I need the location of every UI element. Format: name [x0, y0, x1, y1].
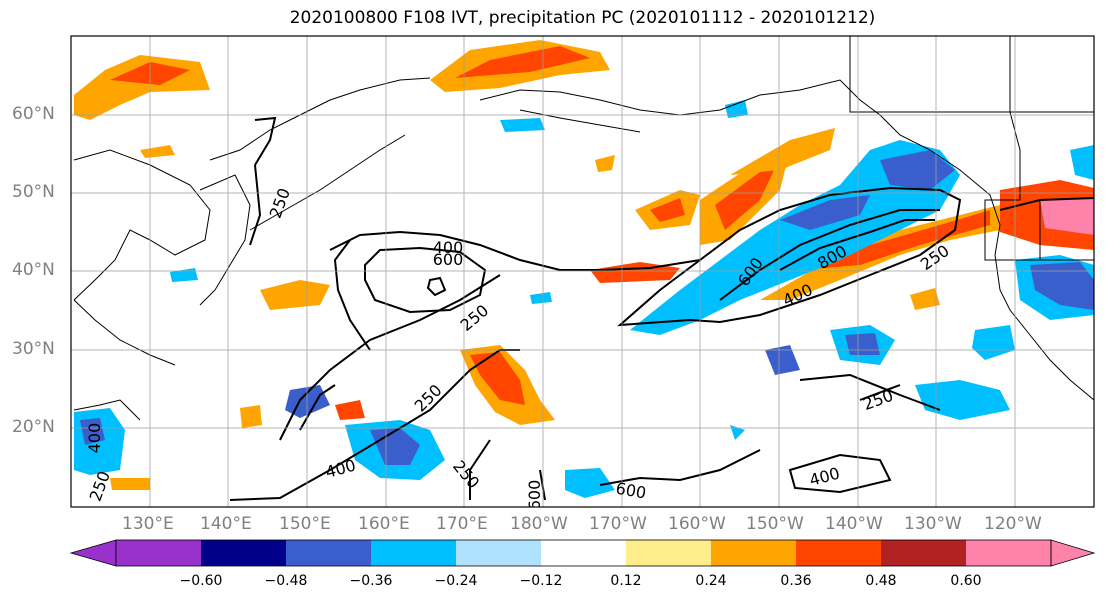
lon-label: 130°E: [122, 514, 174, 534]
colorbar-swatch: [371, 540, 456, 566]
lon-label: 140°W: [825, 514, 883, 534]
contour-label: 600: [433, 250, 464, 269]
colorbar-swatch: [201, 540, 286, 566]
colorbar-tick: 0.36: [780, 573, 812, 589]
lat-label: 40°N: [12, 260, 55, 280]
lat-label: 30°N: [12, 339, 55, 359]
colorbar-swatch: [286, 540, 371, 566]
map-frame: [70, 35, 1095, 508]
colorbar-tick: 0.48: [865, 573, 897, 589]
colorbar: [69, 539, 1096, 567]
contour-label: 600: [614, 479, 647, 503]
contour-label: 400: [85, 423, 104, 454]
contour-label: 250: [457, 301, 493, 335]
colorbar-tick: −0.60: [179, 573, 223, 589]
colorbar-tick: −0.36: [349, 573, 393, 589]
contour-label: 250: [449, 457, 483, 493]
colorbar-tick: −0.24: [434, 573, 478, 589]
lat-label: 60°N: [12, 104, 55, 124]
lat-label: 20°N: [12, 417, 55, 437]
lon-label: 130°W: [904, 514, 962, 534]
map-title: 2020100800 F108 IVT, precipitation PC (2…: [289, 8, 876, 28]
colorbar-tick: 0.12: [610, 573, 642, 589]
lon-label: 150°E: [279, 514, 331, 534]
precip-shading: [74, 40, 1094, 498]
map-content: 400 600 250 250 250 600 800 400 250 250 …: [71, 36, 1094, 511]
colorbar-high-arrow: [1050, 539, 1096, 567]
lon-label: 120°W: [984, 514, 1042, 534]
colorbar-tick: −0.12: [519, 573, 563, 589]
lon-label: 150°W: [746, 514, 804, 534]
colorbar-swatch: [966, 540, 1051, 566]
colorbar-swatch: [116, 540, 201, 566]
lon-label: 140°E: [200, 514, 252, 534]
contour-label: 250: [266, 186, 294, 221]
contour-label: 250: [861, 386, 896, 414]
graticule: [71, 36, 1094, 507]
colorbar-swatch: [626, 540, 711, 566]
colorbar-tick: 0.24: [695, 573, 727, 589]
contour-label: 400: [323, 456, 357, 482]
contour-label: 600: [525, 480, 544, 511]
colorbar-low-arrow: [69, 539, 117, 567]
colorbar-swatch: [456, 540, 541, 566]
colorbar-tick: 0.60: [950, 573, 982, 589]
contour-label: 400: [807, 464, 841, 490]
lon-label: 180°W: [510, 514, 568, 534]
colorbar-swatch: [711, 540, 796, 566]
coastlines: [73, 36, 1094, 421]
lon-label: 170°E: [436, 514, 488, 534]
lon-label: 160°W: [668, 514, 726, 534]
colorbar-swatch: [541, 540, 626, 566]
colorbar-swatch: [796, 540, 881, 566]
colorbar-swatch: [881, 540, 966, 566]
contour-label: 400: [433, 238, 464, 257]
lon-label: 160°E: [358, 514, 410, 534]
colorbar-frame: [115, 539, 1052, 567]
contour-label: 250: [411, 381, 446, 416]
lat-label: 50°N: [12, 182, 55, 202]
lon-label: 170°W: [589, 514, 647, 534]
colorbar-tick: −0.48: [264, 573, 308, 589]
